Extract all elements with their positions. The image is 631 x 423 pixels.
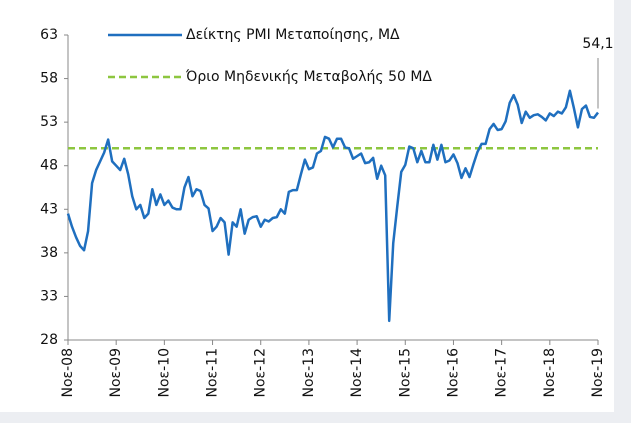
x-tick-label: Νοε-12 <box>253 348 269 397</box>
x-tick-label: Νοε-14 <box>349 348 365 398</box>
x-tick-label: Νοε-18 <box>542 348 558 397</box>
y-tick-label: 28 <box>40 332 58 348</box>
x-tick-label: Νοε-15 <box>397 348 413 397</box>
x-tick-label: Νοε-13 <box>301 348 317 397</box>
x-tick-label: Νοε-09 <box>108 348 124 397</box>
y-tick-label: 48 <box>40 158 58 174</box>
x-tick-label: Νοε-16 <box>445 348 461 398</box>
y-tick-label: 58 <box>40 71 58 87</box>
legend-label: Όριο Μηδενικής Μεταβολής 50 ΜΔ <box>185 69 432 85</box>
x-tick-label: Νοε-08 <box>60 348 76 397</box>
x-tick-label: Νοε-11 <box>205 348 221 397</box>
y-tick-label: 63 <box>40 27 58 43</box>
x-tick-label: Νοε-17 <box>494 348 510 397</box>
y-tick-label: 33 <box>40 288 58 304</box>
x-tick-label: Νοε-19 <box>590 348 606 397</box>
plot-background <box>0 0 614 412</box>
y-tick-label: 38 <box>40 245 58 261</box>
y-tick-label: 43 <box>40 201 58 217</box>
x-tick-label: Νοε-10 <box>156 348 172 397</box>
annotation-label: 54,1 <box>582 36 613 52</box>
line-series <box>66 89 599 323</box>
y-tick-label: 53 <box>40 114 58 130</box>
legend-label: Δείκτης PMI Μεταποίησης, ΜΔ <box>186 27 400 43</box>
